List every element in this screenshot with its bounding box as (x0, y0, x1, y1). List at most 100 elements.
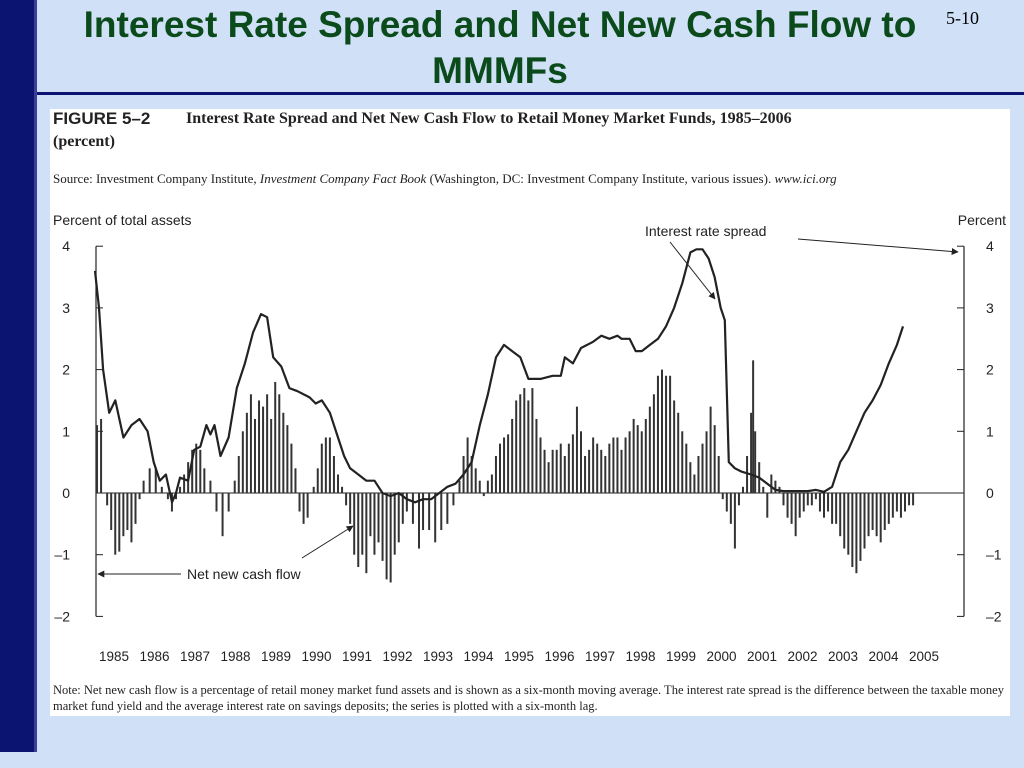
cash-flow-bar (851, 493, 854, 568)
cash-flow-bar (499, 443, 501, 493)
cash-flow-bar (110, 493, 113, 531)
cash-flow-bar (859, 493, 862, 561)
x-tick-label: 1993 (423, 649, 453, 664)
cash-flow-bar (482, 493, 485, 497)
cash-flow-bar (478, 480, 481, 493)
cash-flow-bar (733, 493, 736, 549)
cash-flow-bar (887, 493, 890, 524)
figure-panel: FIGURE 5–2 Interest Rate Spread and Net … (50, 109, 1010, 716)
cash-flow-bar (405, 493, 408, 512)
cash-flow-bar (786, 493, 789, 518)
cash-flow-bar (470, 455, 473, 493)
cash-flow-bar (794, 493, 797, 537)
cash-flow-bar (632, 418, 635, 493)
cash-flow-bar (253, 418, 256, 493)
x-tick-label: 1989 (261, 649, 291, 664)
cash-flow-bar (636, 425, 639, 493)
cash-flow-bar (142, 480, 145, 493)
cash-flow-bar (535, 418, 538, 493)
cash-flow-bar (831, 493, 834, 524)
cash-flow-bar (652, 394, 655, 493)
cash-flow-bar (286, 425, 289, 493)
y-tick-label-right: 1 (986, 423, 994, 439)
cash-flow-bar (843, 493, 846, 549)
cash-flow-bar (114, 493, 117, 555)
cash-flow-bar (891, 493, 894, 518)
cash-flow-bar (839, 493, 842, 537)
cash-flow-bar (725, 493, 728, 512)
cash-flow-bar (126, 493, 129, 531)
cash-flow-bar (847, 493, 850, 555)
cash-flow-bar (571, 434, 574, 493)
bar-series-net-new-cash-flow (96, 360, 915, 583)
cash-flow-bar (802, 493, 805, 512)
source-prefix: Source: Investment Company Institute, (53, 171, 260, 186)
cash-flow-bar (588, 449, 591, 493)
x-axis-labels: 1985 1986 1987 1988 1989 1990 1991 1992 1993 1994… (99, 649, 939, 664)
cash-flow-bar (616, 437, 619, 493)
cash-flow-bar (458, 480, 461, 493)
cash-flow-bar (774, 480, 777, 493)
cash-flow-bar (770, 474, 773, 493)
cash-flow-bar (320, 443, 323, 493)
cash-flow-bar (746, 455, 749, 493)
cash-flow-bar (867, 493, 870, 537)
cash-flow-bar (349, 493, 352, 524)
spread-arrow-right (797, 238, 959, 255)
cash-flow-bar (118, 493, 121, 552)
cash-flow-bar (466, 437, 469, 493)
cash-flow-bar (290, 443, 293, 493)
cash-flow-bar (608, 443, 611, 493)
cash-flow-bar (337, 474, 339, 493)
y-tick-label-right: 0 (986, 485, 994, 501)
cash-flow-bar (705, 431, 708, 493)
cash-flow-bar (559, 443, 562, 493)
cash-flow-bar (183, 474, 186, 493)
cash-flow-bar (648, 406, 651, 493)
cash-flow-bar (547, 462, 550, 493)
cash-flow-bar (737, 493, 740, 506)
cash-flow-bar (669, 375, 672, 493)
cash-flow-bar (742, 486, 744, 493)
cash-flow-bar (428, 493, 431, 531)
y-tick-label-right: 3 (986, 300, 994, 316)
cash-flow-bar (262, 406, 265, 493)
cash-flow-bar (209, 480, 212, 493)
cash-flow-bar (341, 486, 344, 493)
cash-flow-bar (693, 474, 696, 493)
cash-flow-bar (790, 493, 793, 524)
cash-flow-bar (827, 493, 830, 512)
cash-flow-bar (369, 493, 372, 537)
cash-flow-bar (798, 493, 801, 518)
cash-flow-bar (604, 455, 607, 493)
cash-flow-bar (721, 493, 724, 500)
cash-flow-bar (527, 400, 530, 493)
cash-flow-bar (523, 388, 526, 493)
slide-number: 5-10 (946, 8, 979, 28)
cash-flow-bar (166, 493, 169, 500)
cash-flow-bar (912, 493, 915, 506)
figure-note: Note: Net new cash flow is a percentage … (53, 683, 1004, 713)
cash-flow-bar (612, 437, 615, 493)
cash-flow-bar (875, 493, 878, 537)
cash-flow-bar (685, 443, 688, 493)
cash-flow-bar (434, 493, 437, 543)
cash-flow-bar (203, 468, 206, 493)
x-tick-label: 2005 (909, 649, 939, 664)
cash-flow-bar (814, 493, 817, 500)
y-tick-label-right: –1 (986, 547, 1002, 563)
spread-arrow-line (669, 241, 716, 300)
cash-flow-bar (709, 406, 712, 493)
cash-flow-bar (661, 369, 663, 493)
spread-line (93, 248, 905, 504)
x-tick-label: 1994 (463, 649, 494, 664)
cash-flow-bar (175, 493, 177, 500)
x-tick-label: 1992 (382, 649, 412, 664)
cash-flow-bar (440, 493, 443, 531)
cash-flow-bar (697, 455, 700, 493)
x-tick-label: 1997 (585, 649, 615, 664)
x-tick-label: 2002 (787, 649, 817, 664)
cash-flow-bar (266, 394, 269, 493)
figure-unit: (percent) (53, 133, 115, 150)
cash-flow-bar (754, 431, 757, 493)
